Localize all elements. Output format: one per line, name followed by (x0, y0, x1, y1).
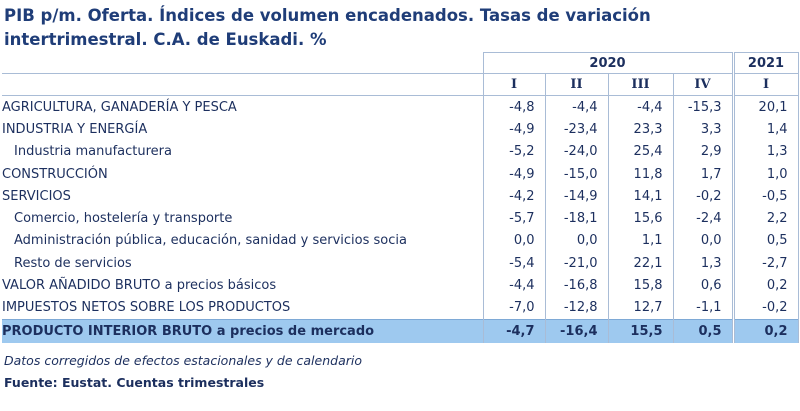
value-cell: 0,5 (673, 318, 734, 343)
value-cell: 1,4 (731, 118, 799, 141)
blank (2, 73, 483, 96)
value-cell: -5,7 (483, 207, 546, 230)
value-cell: -4,4 (545, 95, 609, 119)
table-row: IMPUESTOS NETOS SOBRE LOS PRODUCTOS -7,0-… (2, 296, 799, 320)
row-label: Administración pública, educación, sanid… (2, 229, 484, 253)
value-cell: -4,9 (483, 118, 546, 141)
value-cell: -15,0 (545, 162, 609, 186)
table-row: CONSTRUCCIÓN -4,9 -15,0 11,8 1,7 1,0 (2, 162, 799, 186)
value-cell: 0,2 (731, 318, 799, 343)
value-cell: 0,0 (483, 229, 546, 253)
value-cell: 0,6 (673, 274, 734, 297)
value-cell: 14,1 (608, 185, 674, 208)
value-cell: -2,4 (673, 207, 734, 230)
value-cell: 11,8 (608, 162, 674, 186)
value-cell: -0,2 (731, 296, 799, 320)
quarter-header: I (731, 73, 799, 96)
table-row: SERVICIOS -4,2 -14,9 14,1 -0,2 -0,5 (2, 185, 799, 208)
value-cell: -24,0 (545, 140, 609, 163)
value-cell: 1,7 (673, 162, 734, 186)
value-cell: -18,1 (545, 207, 609, 230)
value-cell: -16,8 (545, 274, 609, 297)
quarter-header: I (482, 73, 546, 96)
value-cell: 15,8 (608, 274, 674, 297)
value-cell: -4,8 (483, 95, 546, 119)
value-cell: 23,3 (608, 118, 674, 141)
value-cell: -4,2 (483, 185, 546, 208)
row-label: Industria manufacturera (2, 140, 484, 163)
value-cell: 2,2 (731, 207, 799, 230)
value-cell: 0,0 (673, 229, 734, 253)
value-cell: -15,3 (673, 95, 734, 119)
value-cell: -2,7 (731, 252, 799, 275)
year-header: 2021 (731, 52, 799, 74)
value-cell: -5,4 (483, 252, 546, 275)
value-cell: -21,0 (545, 252, 609, 275)
value-cell: -7,0 (483, 296, 546, 320)
source: Fuente: Eustat. Cuentas trimestrales (4, 375, 265, 390)
value-cell: 1,0 (731, 162, 799, 186)
row-label: Comercio, hostelería y transporte (2, 207, 484, 230)
data-table: 2020 2021 I II III IV I AGRICULTURA, GANADERÍ… (2, 52, 799, 343)
value-cell: 1,3 (673, 252, 734, 275)
row-label: INDUSTRIA Y ENERGÍA (2, 118, 484, 141)
year-header: 2020 (482, 52, 734, 74)
title: PIB p/m. Oferta. Índices de volumen enca… (4, 6, 651, 49)
table-row: AGRICULTURA, GANADERÍA Y PESCA -4,8 -4,4 -4… (2, 95, 799, 119)
value-cell: -1,1 (673, 296, 734, 320)
value-cell: 0,0 (545, 229, 609, 253)
value-cell: -0,2 (673, 185, 734, 208)
value-cell: -0,5 (731, 185, 799, 208)
value-cell: 25,4 (608, 140, 674, 163)
row-label: IMPUESTOS NETOS SOBRE LOS PRODUCTOS (2, 296, 484, 320)
row-label: AGRICULTURA, GANADERÍA Y PESCA (2, 95, 484, 119)
value-cell: -5,2 (483, 140, 546, 163)
row-label: SERVICIOS (2, 185, 484, 208)
blank (2, 52, 483, 74)
row-label: CONSTRUCCIÓN (2, 162, 484, 186)
value-cell: -14,9 (545, 185, 609, 208)
value-cell: 1,1 (608, 229, 674, 253)
value-cell: -4,9 (483, 162, 546, 186)
row-label: Resto de servicios (2, 252, 484, 275)
value-cell: 15,5 (608, 318, 674, 343)
value-cell: 20,1 (731, 95, 799, 119)
note: Datos corregidos de efectos estacionales… (4, 353, 363, 368)
quarter-header: III (607, 73, 674, 96)
table-row: PRODUCTO INTERIOR BRUTO a precios de mer… (2, 318, 799, 343)
value-cell: -4,4 (483, 274, 546, 297)
value-cell: 1,3 (731, 140, 799, 163)
value-cell: -4,4 (608, 95, 674, 119)
value-cell: 12,7 (608, 296, 674, 320)
row-label: VALOR AÑADIDO BRUTO a precios básicos (2, 274, 484, 297)
row-label: PRODUCTO INTERIOR BRUTO a precios de mer… (2, 318, 484, 343)
value-cell: 3,3 (673, 118, 734, 141)
quarter-header: IV (672, 73, 734, 96)
table-row: Comercio, hostelería y transporte -5,7 -18… (2, 207, 799, 230)
value-cell: -4,7 (483, 318, 546, 343)
value-cell: 0,5 (731, 229, 799, 253)
table-row: Industria manufacturera -5,2 -24,0 25,4 2,9 1… (2, 140, 799, 163)
value-cell: -16,4 (545, 318, 609, 343)
quarter-header: II (544, 73, 609, 96)
value-cell: 15,6 (608, 207, 674, 230)
table-row: VALOR AÑADIDO BRUTO a precios básicos -4,… (2, 274, 799, 297)
value-cell: 2,9 (673, 140, 734, 163)
value-cell: -12,8 (545, 296, 609, 320)
table-row: INDUSTRIA Y ENERGÍA -4,9 -23,4 23,3 3,3 1,4 (2, 118, 799, 141)
value-cell: 22,1 (608, 252, 674, 275)
value-cell: 0,2 (731, 274, 799, 297)
table-row: Resto de servicios -5,4 -21,0 22,1 1,3 -2,7 (2, 252, 799, 275)
table-row: Administración pública, educación, sanid… (2, 229, 799, 253)
value-cell: -23,4 (545, 118, 609, 141)
